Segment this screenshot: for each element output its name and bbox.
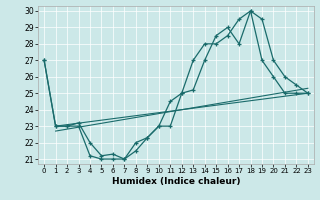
X-axis label: Humidex (Indice chaleur): Humidex (Indice chaleur) [112, 177, 240, 186]
